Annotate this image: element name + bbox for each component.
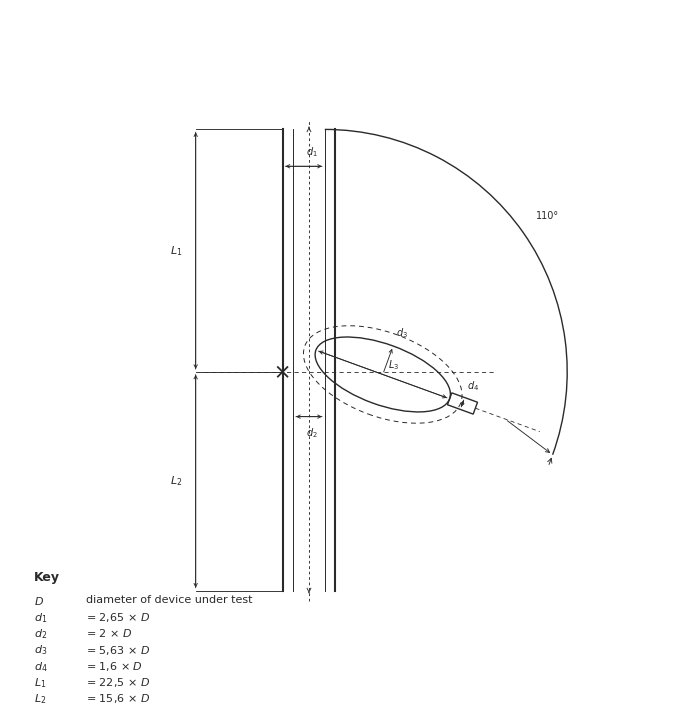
Text: $d_3$: $d_3$ (33, 644, 47, 658)
Text: $d_2$: $d_2$ (306, 426, 318, 440)
Text: $L_2$: $L_2$ (33, 692, 46, 705)
Text: $D$: $D$ (33, 595, 44, 607)
Text: = 5,63 × $D$: = 5,63 × $D$ (86, 644, 150, 656)
Text: $d_1$: $d_1$ (33, 611, 47, 625)
Text: 110°: 110° (536, 212, 559, 221)
Text: $L_1$: $L_1$ (33, 676, 46, 690)
Text: $L_3$: $L_3$ (388, 358, 399, 372)
Text: = 2 × $D$: = 2 × $D$ (86, 627, 133, 639)
Text: diameter of device under test: diameter of device under test (86, 595, 253, 605)
Text: Key: Key (33, 571, 60, 584)
Text: = 2,65 × $D$: = 2,65 × $D$ (86, 611, 150, 624)
Text: $L_2$: $L_2$ (170, 474, 182, 488)
Text: $d_4$: $d_4$ (33, 660, 47, 674)
Text: $d_2$: $d_2$ (33, 627, 47, 642)
Text: $d_1$: $d_1$ (306, 146, 318, 159)
Text: $d_3$: $d_3$ (396, 326, 408, 340)
Text: = 22,5 × $D$: = 22,5 × $D$ (86, 676, 150, 689)
Text: $L_1$: $L_1$ (170, 244, 182, 257)
Text: $d_4$: $d_4$ (467, 379, 479, 393)
Text: = 1,6 × $D$: = 1,6 × $D$ (86, 660, 143, 673)
Text: = 15,6 × $D$: = 15,6 × $D$ (86, 692, 150, 705)
